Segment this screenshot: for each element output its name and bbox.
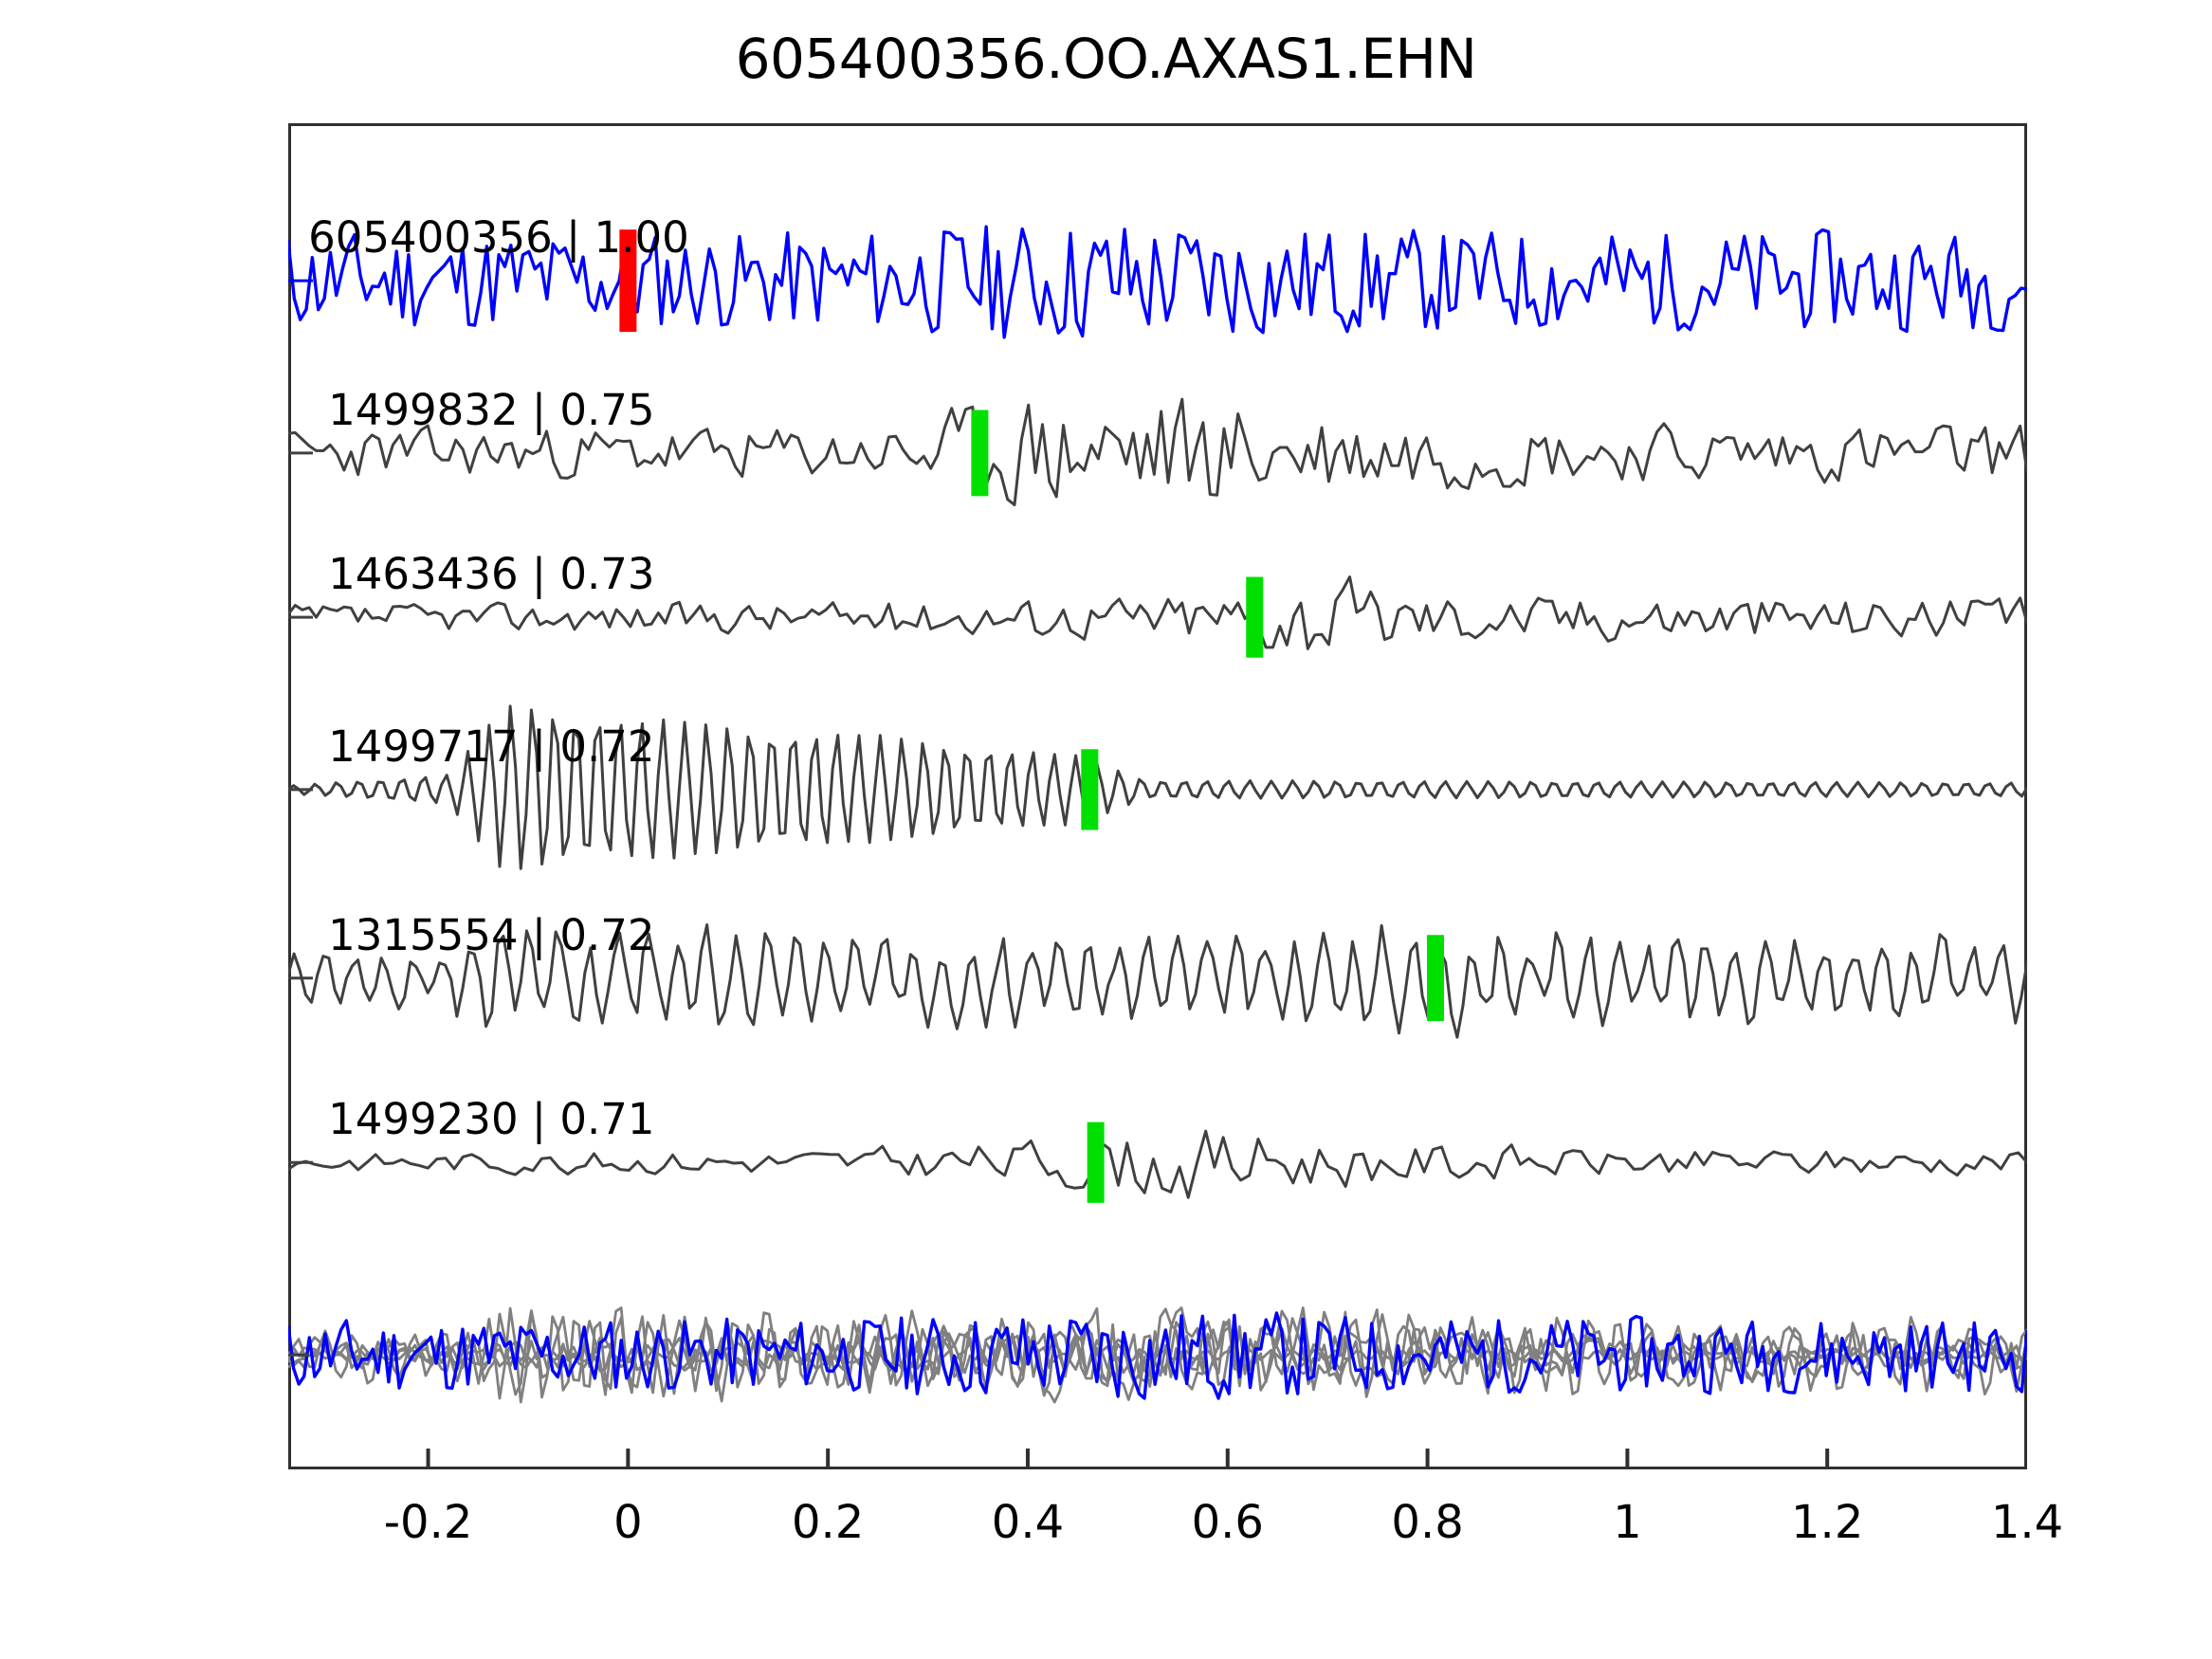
x-tick-label: 0.8 xyxy=(1391,1496,1464,1549)
waveform-trace xyxy=(288,225,2027,339)
trace-label: 1315554 | 0.72 xyxy=(328,909,655,960)
trace-label: 1499717 | 0.72 xyxy=(328,720,655,772)
x-tick-label: 1 xyxy=(1613,1496,1642,1549)
trace-line xyxy=(288,397,2027,507)
trace-line xyxy=(288,1129,2027,1199)
waveform-canvas xyxy=(288,123,2027,1469)
waveform-trace xyxy=(288,704,2027,870)
trace-line xyxy=(288,225,2027,339)
x-tick-label: -0.2 xyxy=(383,1496,473,1549)
waveform-trace xyxy=(288,923,2027,1039)
match-pick-marker xyxy=(1427,935,1445,1022)
template-pick-marker xyxy=(619,229,637,333)
x-tick-label: 1.2 xyxy=(1791,1496,1864,1549)
x-axis-tick-labels: -0.2 0 0.2 0.4 0.6 0.8 1 1.2 1.4 xyxy=(0,1496,2212,1572)
x-tick-label: 0.4 xyxy=(991,1496,1065,1549)
match-pick-marker xyxy=(1087,1121,1105,1203)
x-tick-label: 0.6 xyxy=(1191,1496,1264,1549)
overlay-template-line xyxy=(288,1311,2027,1400)
trace-line xyxy=(288,923,2027,1039)
x-axis-ticks xyxy=(426,1449,2027,1469)
trace-label: 1499230 | 0.71 xyxy=(328,1094,655,1145)
plot-area: 605400356 | 1.00 1499832 | 0.75 1463436 | … xyxy=(288,123,2027,1469)
overlay-trace-line xyxy=(288,1306,2027,1404)
x-tick-label: 0.2 xyxy=(792,1496,865,1549)
trace-label: 1499832 | 0.75 xyxy=(328,384,655,435)
waveform-trace xyxy=(288,575,2027,658)
x-tick-label: 0 xyxy=(613,1496,643,1549)
page-title: 605400356.OO.AXAS1.EHN xyxy=(735,27,1477,91)
waveform-trace xyxy=(288,1121,2027,1203)
trace-line xyxy=(288,704,2027,870)
match-pick-marker xyxy=(1246,576,1264,658)
match-pick-marker xyxy=(971,410,989,497)
trace-label: 605400356 | 1.00 xyxy=(308,212,689,264)
axes-frame xyxy=(288,123,2027,1469)
overlay-stack-panel xyxy=(288,1306,2027,1404)
trace-label: 1463436 | 0.73 xyxy=(328,549,655,600)
trace-line xyxy=(288,575,2027,650)
waveform-trace xyxy=(288,397,2027,507)
x-tick-label: 1.4 xyxy=(1990,1496,2064,1549)
match-pick-marker xyxy=(1081,749,1099,830)
